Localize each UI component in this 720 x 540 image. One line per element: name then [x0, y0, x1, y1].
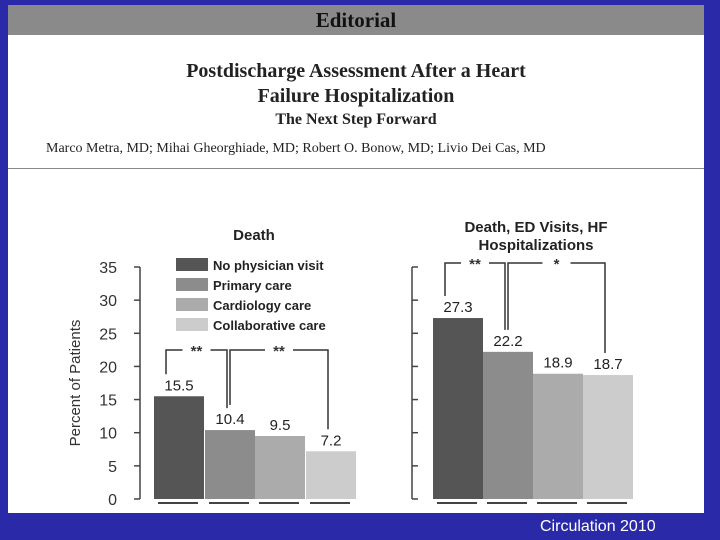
bracket-label-bg	[461, 254, 489, 268]
header-divider	[8, 168, 704, 169]
bar-value-label: 27.3	[443, 299, 472, 316]
article-title-line-1: Postdischarge Assessment After a Heart	[186, 60, 526, 82]
y-tick-label: 15	[99, 393, 117, 410]
panel-title: Death	[233, 227, 275, 244]
bracket-label-bg	[265, 341, 293, 355]
bar	[306, 451, 356, 499]
article-title-line-2: Failure Hospitalization	[257, 85, 455, 107]
significance-label: *	[554, 256, 560, 273]
editorial-banner	[8, 5, 704, 35]
bracket-label-bg	[182, 341, 211, 355]
legend-label: No physician visit	[213, 258, 324, 273]
legend-swatch	[176, 318, 208, 331]
bar-value-label: 22.2	[493, 333, 522, 350]
significance-label: **	[469, 256, 481, 273]
bar	[483, 351, 533, 499]
bar-value-label: 7.2	[321, 432, 342, 449]
y-tick-label: 20	[99, 359, 117, 376]
significance-label: **	[191, 343, 203, 360]
y-tick-label: 5	[108, 459, 117, 476]
bar	[205, 430, 255, 499]
bar	[255, 436, 305, 499]
y-tick-label: 25	[99, 326, 117, 343]
bar-value-label: 18.7	[593, 356, 622, 373]
significance-label: **	[273, 343, 285, 360]
bar-chart: 0 5 10 15 20 25 30 35 Percent of Patients Death De…	[67, 219, 633, 509]
y-tick-label: 10	[99, 426, 117, 443]
citation-footer: Circulation 2010	[540, 518, 656, 535]
legend-label: Cardiology care	[213, 298, 311, 313]
article-authors: Marco Metra, MD; Mihai Gheorghiade, MD; …	[46, 141, 546, 156]
y-tick-label: 0	[108, 492, 117, 509]
bar	[583, 375, 633, 499]
legend-swatch	[176, 298, 208, 311]
banner-label: Editorial	[315, 8, 397, 32]
bar	[533, 373, 583, 499]
legend-swatch	[176, 258, 208, 271]
slide-panel: Editorial Postdischarge Assessment After…	[8, 5, 704, 513]
legend-swatch	[176, 278, 208, 291]
legend-label: Primary care	[213, 278, 292, 293]
bar-value-label: 15.5	[164, 377, 193, 394]
panel-title: Hospitalizations	[478, 237, 593, 254]
y-tick-label: 35	[99, 260, 117, 277]
bar	[154, 396, 204, 499]
y-axis-label: Percent of Patients	[67, 320, 84, 447]
y-tick-label: 30	[99, 293, 117, 310]
bracket-label-bg	[542, 254, 571, 268]
bar-value-label: 18.9	[543, 355, 572, 372]
bar	[433, 318, 483, 499]
legend-label: Collaborative care	[213, 318, 326, 333]
bar-value-label: 10.4	[215, 411, 244, 428]
bar-value-label: 9.5	[270, 417, 291, 434]
article-subtitle: The Next Step Forward	[275, 111, 437, 128]
panel-title: Death, ED Visits, HF	[464, 219, 607, 236]
